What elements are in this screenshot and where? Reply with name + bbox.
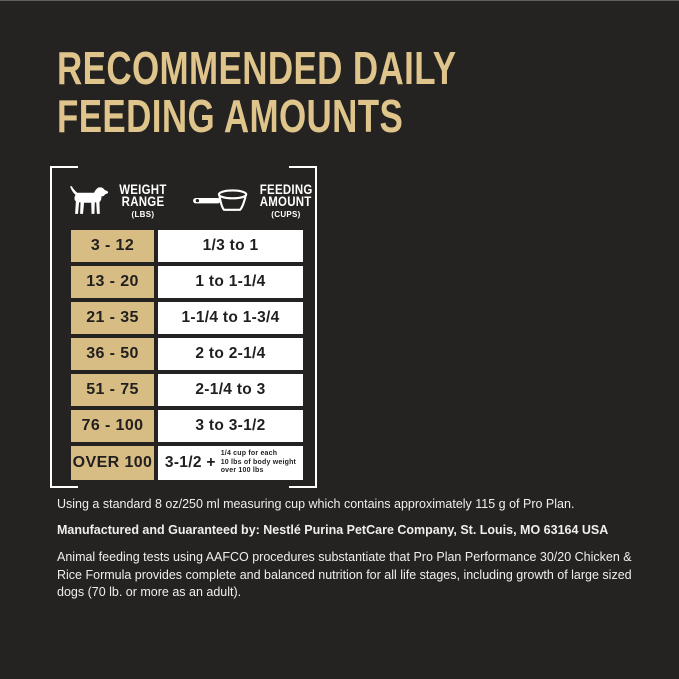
feeding-unit-label: (CUPS) bbox=[271, 209, 301, 219]
image-top-edge bbox=[0, 0, 679, 1]
table-row: OVER 100 3-1/2 + 1/4 cup for each 10 lbs … bbox=[71, 446, 303, 480]
feeding-amount-note: 1/4 cup for each 10 lbs of body weight ove… bbox=[221, 450, 296, 476]
feeding-amount-value: 1/3 to 1 bbox=[202, 237, 259, 254]
feeding-amount-cell: 3 to 3-1/2 bbox=[158, 410, 303, 442]
feeding-label-line1: FEEDING bbox=[259, 180, 313, 197]
page-title-line1: RECOMMENDED DAILY bbox=[57, 42, 457, 94]
weight-range-value: 36 - 50 bbox=[86, 345, 139, 362]
feeding-amount-note-line: 10 lbs of body weight bbox=[220, 458, 297, 466]
weight-range-cell: 51 - 75 bbox=[71, 374, 154, 406]
measuring-cup-icon bbox=[192, 189, 248, 211]
feeding-amount-cell: 2-1/4 to 3 bbox=[158, 374, 303, 406]
weight-range-value: 21 - 35 bbox=[86, 309, 139, 326]
feeding-amount-value: 1-1/4 to 1-3/4 bbox=[181, 309, 280, 326]
feeding-amount-value: 3-1/2 + bbox=[164, 454, 216, 471]
footnote-aafco: Animal feeding tests using AAFCO procedu… bbox=[57, 550, 632, 599]
feeding-amount-cell: 1-1/4 to 1-3/4 bbox=[158, 302, 303, 334]
feeding-table-header: WEIGHT RANGE (LBS) FEEDING AMOUNT (CUPS) bbox=[52, 166, 315, 221]
table-row: 21 - 35 1-1/4 to 1-3/4 bbox=[71, 302, 303, 334]
weight-range-cell: 76 - 100 bbox=[71, 410, 154, 442]
weight-unit-label: (LBS) bbox=[131, 209, 155, 219]
feeding-table: WEIGHT RANGE (LBS) FEEDING AMOUNT (CUPS)… bbox=[50, 166, 317, 488]
weight-range-cell: 13 - 20 bbox=[71, 266, 154, 298]
table-row: 3 - 12 1/3 to 1 bbox=[71, 230, 303, 262]
frame-corner-bottom-left bbox=[50, 486, 78, 488]
feeding-table-rows: 3 - 12 1/3 to 1 13 - 20 1 to 1-1/4 21 - … bbox=[52, 221, 315, 480]
table-row: 76 - 100 3 to 3-1/2 bbox=[71, 410, 303, 442]
frame-corner-top-left bbox=[50, 166, 78, 168]
footnote-manufacturer: Manufactured and Guaranteed by: Nestlé P… bbox=[57, 522, 609, 537]
weight-label-line1: WEIGHT bbox=[119, 180, 167, 197]
table-row: 13 - 20 1 to 1-1/4 bbox=[71, 266, 303, 298]
feeding-amount-note-line: over 100 lbs bbox=[220, 467, 264, 475]
footnote-measuring-cup: Using a standard 8 oz/250 ml measuring c… bbox=[57, 497, 575, 511]
weight-range-value: 76 - 100 bbox=[81, 417, 144, 434]
frame-corner-top-right bbox=[289, 166, 317, 168]
table-row: 36 - 50 2 to 2-1/4 bbox=[71, 338, 303, 370]
feeding-amount-value: 2 to 2-1/4 bbox=[195, 345, 266, 362]
table-row: 51 - 75 2-1/4 to 3 bbox=[71, 374, 303, 406]
weight-range-value: 51 - 75 bbox=[86, 381, 139, 398]
feeding-amount-value: 3 to 3-1/2 bbox=[195, 417, 266, 434]
feeding-amount-value: 2-1/4 to 3 bbox=[195, 381, 266, 398]
weight-range-header: WEIGHT RANGE (LBS) bbox=[68, 180, 172, 219]
feeding-amount-value: 1 to 1-1/4 bbox=[195, 273, 266, 290]
feeding-amount-label: FEEDING AMOUNT (CUPS) bbox=[254, 180, 318, 219]
footnotes: Using a standard 8 oz/250 ml measuring c… bbox=[57, 497, 635, 612]
feeding-amount-cell: 2 to 2-1/4 bbox=[158, 338, 303, 370]
feeding-amount-note-line: 1/4 cup for each bbox=[220, 450, 278, 458]
page-title: RECOMMENDED DAILY FEEDING AMOUNTS bbox=[57, 44, 583, 140]
weight-range-label: WEIGHT RANGE (LBS) bbox=[114, 180, 172, 219]
weight-label-line2: RANGE bbox=[121, 193, 165, 209]
page-title-line2: FEEDING AMOUNTS bbox=[57, 90, 404, 142]
feeding-amount-cell: 3-1/2 + 1/4 cup for each 10 lbs of body w… bbox=[158, 446, 303, 480]
weight-range-cell: 36 - 50 bbox=[71, 338, 154, 370]
weight-range-cell: 21 - 35 bbox=[71, 302, 154, 334]
weight-range-value: 3 - 12 bbox=[90, 237, 135, 254]
feeding-amount-cell: 1/3 to 1 bbox=[158, 230, 303, 262]
weight-range-value: 13 - 20 bbox=[86, 273, 139, 290]
feeding-amount-header: FEEDING AMOUNT (CUPS) bbox=[192, 180, 318, 219]
weight-range-cell: 3 - 12 bbox=[71, 230, 154, 262]
weight-range-cell: OVER 100 bbox=[71, 446, 154, 480]
frame-corner-bottom-right bbox=[289, 486, 317, 488]
feeding-label-line2: AMOUNT bbox=[260, 193, 312, 209]
weight-range-value: OVER 100 bbox=[72, 454, 153, 471]
dog-icon bbox=[70, 185, 108, 214]
feeding-amount-cell: 1 to 1-1/4 bbox=[158, 266, 303, 298]
